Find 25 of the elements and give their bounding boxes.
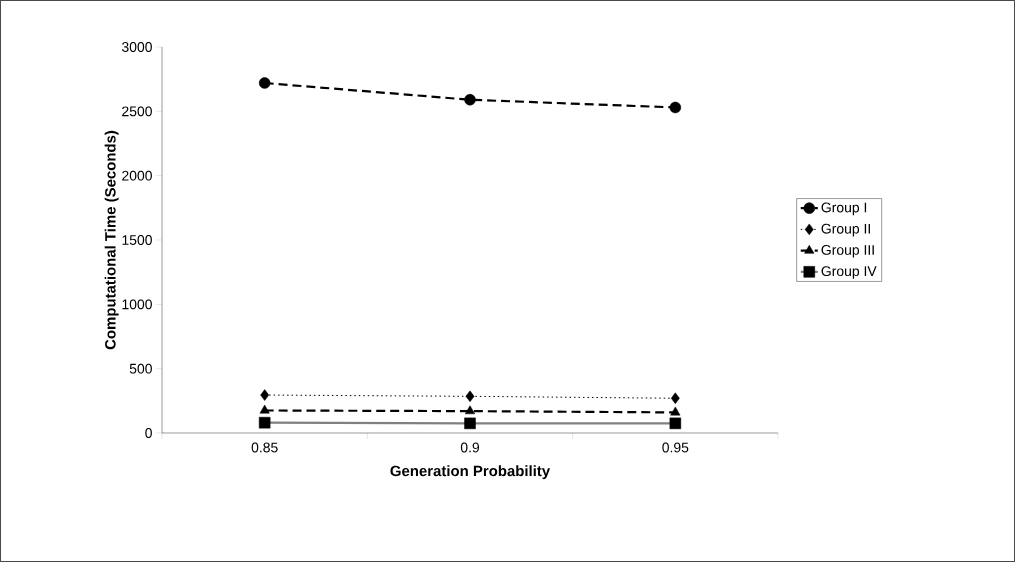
x-tick-label: 0.95 — [662, 442, 689, 453]
x-axis-title: Generation Probability — [390, 465, 551, 480]
x-tick-label: 0.85 — [251, 442, 278, 453]
y-tick-label: 2500 — [122, 106, 152, 117]
y-tick-label: 1000 — [122, 299, 152, 310]
point — [258, 77, 271, 89]
y-tick-label: 0 — [145, 428, 152, 438]
legend-label: Group III — [821, 244, 874, 258]
y-tick-label: 1500 — [122, 235, 152, 245]
point — [260, 389, 270, 401]
legend-label: Group I — [821, 202, 867, 216]
y-tick-label: 500 — [129, 363, 152, 374]
point — [670, 392, 680, 404]
point — [465, 390, 475, 403]
point — [259, 404, 270, 414]
point — [465, 405, 475, 415]
point — [670, 406, 681, 416]
legend-label: Group IV — [821, 266, 877, 279]
legend-label: Group II — [821, 223, 870, 237]
point — [669, 101, 682, 114]
x-tick-label: 0.9 — [460, 442, 480, 453]
point — [464, 94, 476, 106]
y-tick-label: 3000 — [121, 42, 152, 52]
y-axis-title: Computational Time (Seconds) — [104, 130, 119, 350]
y-tick-label: 2000 — [122, 170, 152, 181]
